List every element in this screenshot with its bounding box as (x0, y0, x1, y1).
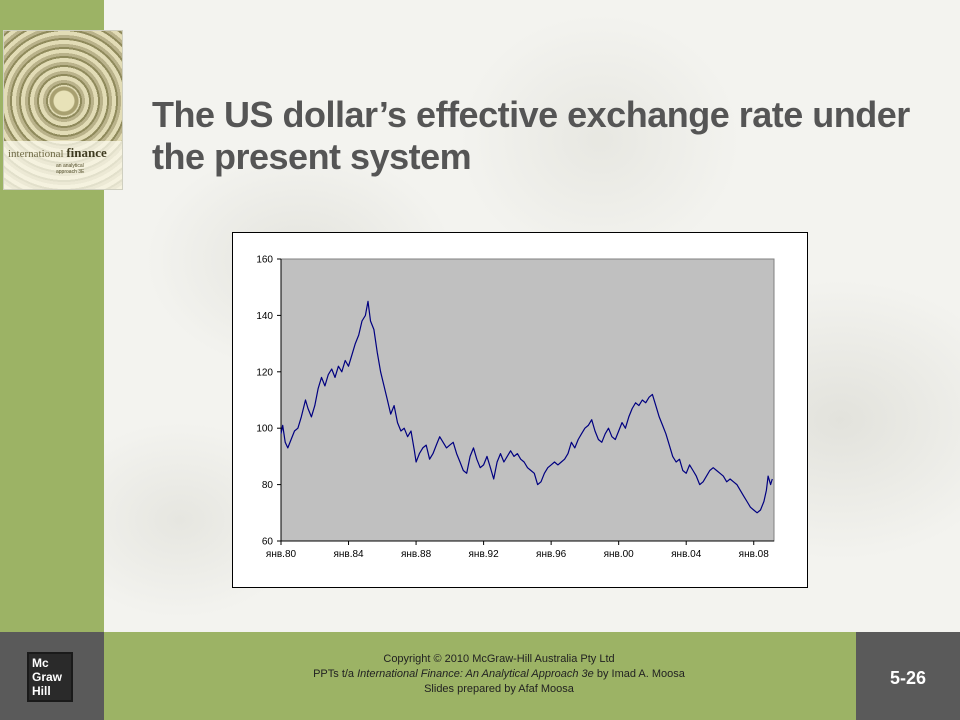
prepared-by-line: Slides prepared by Afaf Moosa (424, 683, 574, 695)
x-tick-label: янв.88 (401, 549, 432, 560)
chart-svg: 60 80 100 120 140 160 янв.80 янв.84 янв.88 янв.92… (256, 255, 775, 560)
book-cover-title-prefix: international (8, 148, 64, 160)
slide-number: 5-26 (889, 668, 927, 688)
footer-bar: Mc Graw Hill Copyright © 2010 McGraw-Hil… (0, 632, 960, 720)
ppt-credit-line: PPTs t/a International Finance: An Analy… (104, 667, 894, 682)
y-tick-label: 100 (256, 424, 273, 435)
x-tick-label: янв.96 (536, 549, 567, 560)
book-cover-title-main: finance (66, 145, 107, 160)
x-tick-label: янв.80 (266, 549, 297, 560)
slide-number-block: 5-26 (856, 632, 960, 720)
y-tick-label: 160 (256, 255, 273, 266)
x-tick-label: янв.84 (333, 549, 364, 560)
ppt-book-title: International Finance: An Analytical App… (357, 668, 594, 680)
copyright-text: Copyright © 2010 McGraw-Hill Australia P… (104, 652, 894, 697)
y-tick-label: 60 (262, 537, 274, 548)
logo-block: Mc Graw Hill (0, 632, 104, 720)
y-tick-label: 140 (256, 311, 273, 322)
plot-area (280, 258, 775, 542)
copyright-line: Copyright © 2010 McGraw-Hill Australia P… (383, 653, 615, 665)
logo-line-3: Hill (32, 684, 51, 698)
book-cover-edition: 3E (78, 169, 85, 175)
logo-line-2: Graw (32, 670, 63, 684)
exchange-rate-chart: 60 80 100 120 140 160 янв.80 янв.84 янв.88 янв.92… (232, 232, 808, 588)
book-cover-subtitle: an analytical approach 3E (56, 163, 96, 175)
y-tick-label: 80 (262, 480, 274, 491)
y-tick-label: 120 (256, 367, 273, 378)
ppt-credit-suffix: by Imad A. Moosa (593, 668, 685, 680)
slide-title: The US dollar’s effective exchange rate … (152, 94, 910, 177)
x-tick-label: янв.00 (604, 549, 635, 560)
ppt-credit-prefix: PPTs t/a (313, 668, 358, 680)
book-cover-band (4, 141, 122, 189)
book-cover-image: international finance an analytical appr… (3, 30, 123, 190)
x-tick-label: янв.92 (469, 549, 500, 560)
book-cover-title: international finance (8, 145, 107, 161)
exchange-rate-series-line (280, 300, 773, 514)
book-cover-subtitle-text: an analytical approach (56, 163, 84, 175)
x-tick-label: янв.08 (739, 549, 770, 560)
mcgraw-hill-logo: Mc Graw Hill (27, 652, 73, 702)
logo-line-1: Mc (32, 656, 49, 670)
x-tick-label: янв.04 (671, 549, 702, 560)
